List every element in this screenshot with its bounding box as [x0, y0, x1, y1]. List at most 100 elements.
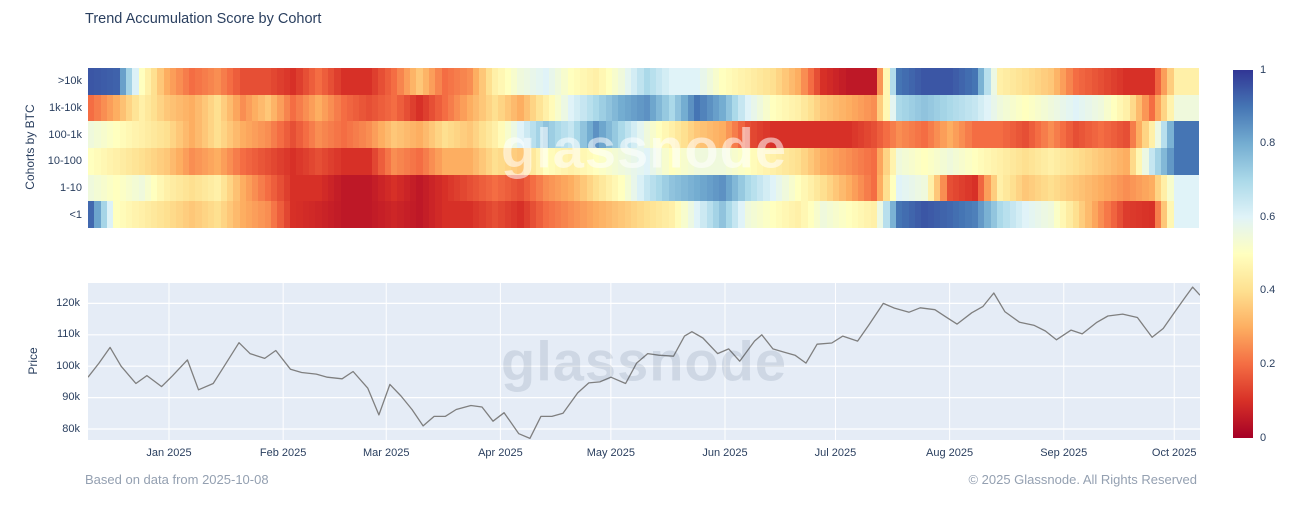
heatmap-cell[interactable] [927, 174, 934, 202]
heatmap-cell[interactable] [883, 174, 890, 202]
heatmap-cell[interactable] [308, 94, 316, 122]
heatmap-cell[interactable] [567, 121, 575, 149]
heatmap-cell[interactable] [542, 201, 549, 229]
heatmap-cell[interactable] [536, 201, 543, 229]
heatmap-cell[interactable] [883, 148, 890, 175]
heatmap-cell[interactable] [662, 68, 669, 95]
heatmap-cell[interactable] [334, 148, 341, 175]
heatmap-cell[interactable] [296, 68, 303, 95]
heatmap-cell[interactable] [1098, 148, 1105, 175]
heatmap-cell[interactable] [182, 148, 189, 175]
heatmap-cell[interactable] [908, 68, 915, 95]
heatmap-cell[interactable] [277, 148, 284, 175]
heatmap-cell[interactable] [397, 201, 404, 229]
heatmap-cell[interactable] [1180, 148, 1187, 175]
heatmap-cell[interactable] [1142, 121, 1149, 149]
heatmap-cell[interactable] [984, 201, 991, 229]
heatmap-cell[interactable] [668, 201, 676, 229]
heatmap-cell[interactable] [106, 148, 114, 175]
heatmap-cell[interactable] [946, 201, 953, 229]
heatmap-cell[interactable] [845, 68, 852, 95]
heatmap-cell[interactable] [1123, 94, 1130, 122]
heatmap-cell[interactable] [170, 201, 177, 229]
heatmap-cell[interactable] [1003, 94, 1010, 122]
heatmap-cell[interactable] [226, 121, 234, 149]
heatmap-cell[interactable] [258, 68, 265, 95]
heatmap-cell[interactable] [517, 94, 524, 122]
heatmap-cell[interactable] [820, 174, 827, 202]
heatmap-cell[interactable] [384, 94, 391, 122]
heatmap-cell[interactable] [719, 174, 726, 202]
heatmap-cell[interactable] [744, 94, 751, 122]
heatmap-cell[interactable] [763, 121, 770, 149]
heatmap-cell[interactable] [195, 94, 202, 122]
heatmap-cell[interactable] [315, 148, 322, 175]
heatmap-cell[interactable] [1041, 121, 1048, 149]
heatmap-cell[interactable] [902, 148, 909, 175]
heatmap-cell[interactable] [776, 94, 783, 122]
heatmap-cell[interactable] [744, 68, 751, 95]
heatmap-cell[interactable] [492, 174, 499, 202]
heatmap-cell[interactable] [750, 148, 758, 175]
heatmap-cell[interactable] [315, 201, 322, 229]
heatmap-cell[interactable] [738, 121, 745, 149]
heatmap-cell[interactable] [245, 121, 253, 149]
heatmap-cell[interactable] [1022, 94, 1029, 122]
heatmap-cell[interactable] [643, 94, 650, 122]
heatmap-cell[interactable] [990, 68, 997, 95]
heatmap-cell[interactable] [403, 121, 410, 149]
heatmap-cell[interactable] [580, 201, 587, 229]
heatmap-cell[interactable] [523, 94, 530, 122]
heatmap-cell[interactable] [416, 121, 423, 149]
heatmap-cell[interactable] [378, 121, 385, 149]
heatmap-cell[interactable] [1034, 174, 1042, 202]
heatmap-cell[interactable] [1180, 68, 1187, 95]
heatmap-cell[interactable] [555, 174, 562, 202]
heatmap-cell[interactable] [1167, 94, 1174, 122]
heatmap-cell[interactable] [959, 148, 966, 175]
heatmap-cell[interactable] [864, 148, 871, 175]
heatmap-cell[interactable] [157, 201, 164, 229]
heatmap-cell[interactable] [908, 121, 915, 149]
heatmap-cell[interactable] [624, 174, 631, 202]
heatmap-cell[interactable] [832, 121, 840, 149]
heatmap-cell[interactable] [176, 94, 183, 122]
heatmap-cell[interactable] [1028, 68, 1035, 95]
heatmap-cell[interactable] [580, 94, 587, 122]
heatmap-cell[interactable] [1022, 174, 1029, 202]
heatmap-cell[interactable] [283, 68, 290, 95]
heatmap-cell[interactable] [479, 121, 486, 149]
heatmap-cell[interactable] [858, 201, 865, 229]
heatmap-cell[interactable] [1072, 174, 1080, 202]
heatmap-cell[interactable] [536, 68, 543, 95]
heatmap-cell[interactable] [264, 148, 272, 175]
heatmap-cell[interactable] [435, 121, 442, 149]
heatmap-cell[interactable] [624, 68, 631, 95]
heatmap-cell[interactable] [100, 201, 107, 229]
heatmap-cell[interactable] [914, 121, 922, 149]
heatmap-cell[interactable] [498, 201, 505, 229]
heatmap-cell[interactable] [132, 148, 139, 175]
heatmap-cell[interactable] [864, 68, 871, 95]
heatmap-cell[interactable] [1015, 94, 1023, 122]
heatmap-cell[interactable] [397, 94, 404, 122]
heatmap-cell[interactable] [252, 68, 259, 95]
heatmap-cell[interactable] [252, 201, 259, 229]
heatmap-cell[interactable] [832, 148, 840, 175]
heatmap-cell[interactable] [422, 148, 429, 175]
heatmap-cell[interactable] [195, 68, 202, 95]
heatmap-cell[interactable] [151, 148, 158, 175]
heatmap-cell[interactable] [731, 174, 739, 202]
heatmap-cell[interactable] [447, 174, 455, 202]
heatmap-cell[interactable] [384, 68, 391, 95]
heatmap-cell[interactable] [1129, 94, 1136, 122]
heatmap-cell[interactable] [277, 121, 284, 149]
heatmap-cell[interactable] [630, 201, 638, 229]
heatmap-cell[interactable] [769, 201, 777, 229]
heatmap-cell[interactable] [258, 94, 265, 122]
heatmap-cell[interactable] [233, 201, 240, 229]
heatmap-cell[interactable] [170, 174, 177, 202]
heatmap-cell[interactable] [170, 94, 177, 122]
heatmap-cell[interactable] [637, 121, 644, 149]
heatmap-cell[interactable] [479, 201, 486, 229]
